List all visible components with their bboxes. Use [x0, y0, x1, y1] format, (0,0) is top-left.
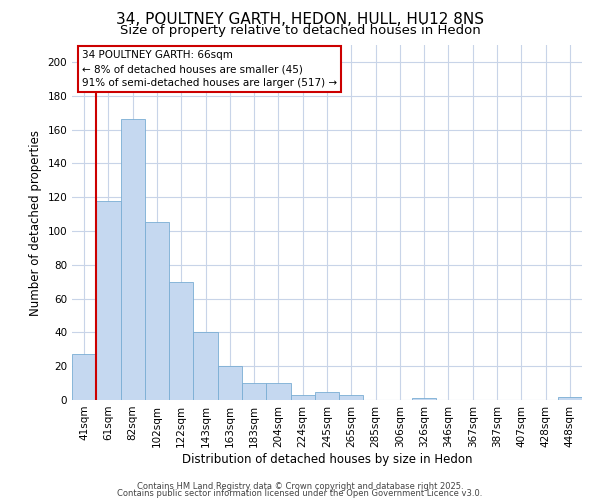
Text: 34, POULTNEY GARTH, HEDON, HULL, HU12 8NS: 34, POULTNEY GARTH, HEDON, HULL, HU12 8N… [116, 12, 484, 28]
Bar [72, 354, 96, 400]
Text: 34 POULTNEY GARTH: 66sqm
← 8% of detached houses are smaller (45)
91% of semi-de: 34 POULTNEY GARTH: 66sqm ← 8% of detache… [82, 50, 337, 88]
Bar [121, 120, 145, 400]
Bar [193, 332, 218, 400]
Text: Contains public sector information licensed under the Open Government Licence v3: Contains public sector information licen… [118, 488, 482, 498]
Text: Contains HM Land Registry data © Crown copyright and database right 2025.: Contains HM Land Registry data © Crown c… [137, 482, 463, 491]
Bar [558, 396, 582, 400]
Bar [96, 200, 121, 400]
X-axis label: Distribution of detached houses by size in Hedon: Distribution of detached houses by size … [182, 452, 472, 466]
Bar [242, 383, 266, 400]
Bar [339, 395, 364, 400]
Bar [218, 366, 242, 400]
Bar [145, 222, 169, 400]
Text: Size of property relative to detached houses in Hedon: Size of property relative to detached ho… [119, 24, 481, 37]
Bar [315, 392, 339, 400]
Bar [290, 395, 315, 400]
Bar [169, 282, 193, 400]
Y-axis label: Number of detached properties: Number of detached properties [29, 130, 42, 316]
Bar [412, 398, 436, 400]
Bar [266, 383, 290, 400]
